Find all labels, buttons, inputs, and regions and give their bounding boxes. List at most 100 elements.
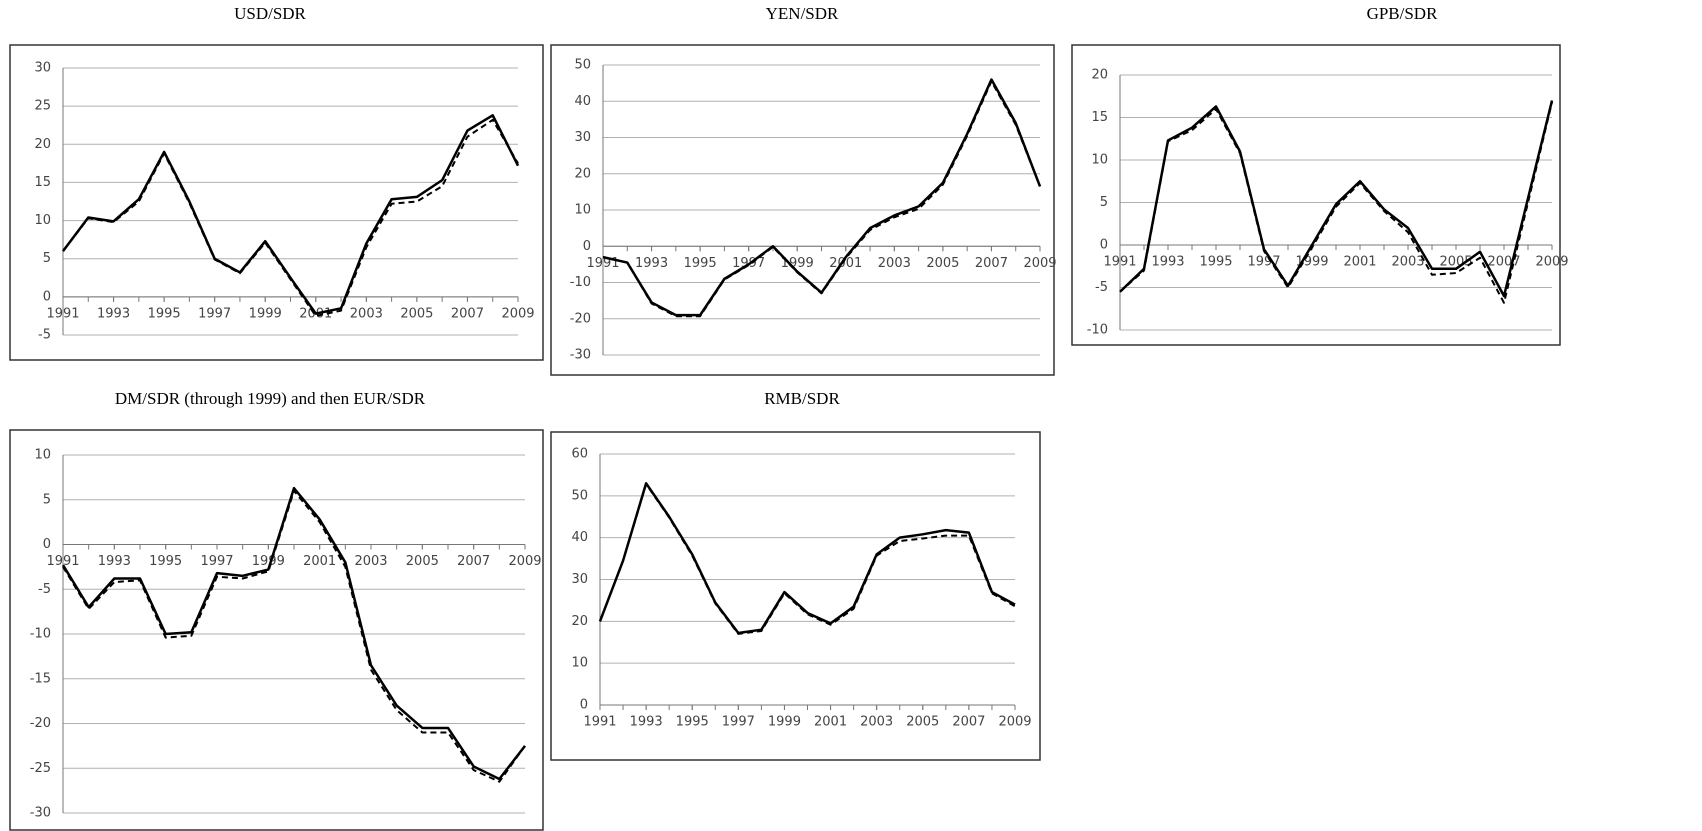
y-tick-label: 10 [1091, 153, 1108, 168]
x-tick-label: 1999 [768, 715, 801, 730]
x-tick-label: 2005 [400, 306, 433, 321]
x-tick-label: 1999 [781, 256, 814, 271]
y-tick-label: 30 [34, 61, 51, 76]
x-tick-label: 1995 [149, 554, 182, 569]
x-tick-label: 1997 [1247, 255, 1280, 270]
x-tick-label: 2005 [926, 256, 959, 271]
x-tick-label: 1991 [583, 715, 616, 730]
x-tick-label: 1997 [198, 306, 231, 321]
x-tick-label: 1995 [684, 256, 717, 271]
y-tick-label: 0 [43, 289, 51, 304]
y-tick-label: 20 [1091, 68, 1108, 83]
y-tick-label: -10 [1087, 323, 1108, 338]
x-tick-label: 1991 [46, 306, 79, 321]
y-tick-label: 10 [34, 213, 51, 228]
y-tick-label: 0 [1100, 238, 1108, 253]
x-tick-label: 2009 [508, 554, 541, 569]
x-tick-label: 2001 [814, 715, 847, 730]
x-tick-label: 2007 [952, 715, 985, 730]
x-tick-label: 1997 [722, 715, 755, 730]
x-tick-label: 1993 [98, 554, 131, 569]
x-tick-label: 2005 [406, 554, 439, 569]
y-tick-label: 50 [574, 58, 591, 73]
y-tick-label: 0 [580, 698, 588, 713]
y-tick-label: -20 [570, 311, 591, 326]
x-tick-label: 2009 [998, 715, 1031, 730]
chart-title: GPB/SDR [1367, 4, 1439, 23]
y-tick-label: 5 [43, 492, 51, 507]
y-tick-label: 50 [571, 488, 588, 503]
x-tick-label: 2003 [1391, 255, 1424, 270]
y-tick-label: 10 [574, 203, 591, 218]
y-tick-label: -5 [38, 328, 51, 343]
y-tick-label: 20 [574, 166, 591, 181]
y-tick-label: 5 [43, 251, 51, 266]
x-tick-label: 1991 [46, 554, 79, 569]
x-tick-label: 2003 [878, 256, 911, 271]
y-tick-label: 30 [571, 572, 588, 587]
x-tick-label: 1993 [635, 256, 668, 271]
x-tick-label: 1995 [1199, 255, 1232, 270]
chart-frame [9, 429, 544, 831]
x-tick-label: 2007 [975, 256, 1008, 271]
x-tick-label: 2005 [1439, 255, 1472, 270]
x-tick-label: 2003 [350, 306, 383, 321]
y-tick-label: -15 [30, 671, 51, 686]
chart-frame [550, 431, 1041, 761]
y-tick-label: 40 [571, 530, 588, 545]
y-tick-label: 60 [571, 447, 588, 462]
x-tick-label: 1995 [676, 715, 709, 730]
x-tick-label: 2003 [354, 554, 387, 569]
x-tick-label: 1997 [200, 554, 233, 569]
x-tick-label: 2009 [1535, 255, 1568, 270]
x-tick-label: 1993 [1151, 255, 1184, 270]
x-tick-label: 1999 [249, 306, 282, 321]
series-line [62, 118, 519, 317]
chart-title: RMB/SDR [764, 389, 840, 408]
chart-title: USD/SDR [234, 4, 306, 23]
y-tick-label: 0 [43, 537, 51, 552]
y-tick-label: -30 [570, 348, 591, 363]
y-tick-label: 15 [34, 175, 51, 190]
y-tick-label: -25 [30, 761, 51, 776]
x-tick-label: 1999 [252, 554, 285, 569]
series-line [1119, 101, 1553, 304]
y-tick-label: 0 [583, 239, 591, 254]
y-tick-label: 40 [574, 94, 591, 109]
y-tick-label: 15 [1091, 110, 1108, 125]
x-tick-label: 2001 [829, 256, 862, 271]
x-tick-label: 2005 [906, 715, 939, 730]
series-line [61, 486, 526, 781]
y-tick-label: -5 [38, 582, 51, 597]
series-line [62, 489, 526, 783]
chart-frame [1071, 44, 1561, 346]
y-tick-label: -30 [30, 806, 51, 821]
chart-frame [9, 44, 544, 361]
y-tick-label: 25 [34, 99, 51, 114]
x-tick-label: 2003 [860, 715, 893, 730]
x-tick-label: 1991 [1103, 255, 1136, 270]
y-tick-label: 10 [34, 448, 51, 463]
y-tick-label: 10 [571, 656, 588, 671]
chart-title: YEN/SDR [766, 4, 839, 23]
y-tick-label: -10 [570, 275, 591, 290]
y-tick-label: 5 [1100, 195, 1108, 210]
x-tick-label: 2001 [1343, 255, 1376, 270]
x-tick-label: 2007 [457, 554, 490, 569]
chart-title: DM/SDR (through 1999) and then EUR/SDR [115, 389, 426, 408]
x-tick-label: 1995 [148, 306, 181, 321]
x-tick-label: 2001 [303, 554, 336, 569]
y-tick-label: -10 [30, 627, 51, 642]
x-tick-label: 2009 [1023, 256, 1056, 271]
x-tick-label: 1993 [97, 306, 130, 321]
series-line [1119, 100, 1554, 298]
series-line [599, 483, 1016, 635]
y-tick-label: 20 [34, 137, 51, 152]
series-line [602, 80, 1041, 318]
y-tick-label: -5 [1095, 280, 1108, 295]
x-tick-label: 1993 [630, 715, 663, 730]
y-tick-label: -20 [30, 716, 51, 731]
y-tick-label: 20 [571, 614, 588, 629]
